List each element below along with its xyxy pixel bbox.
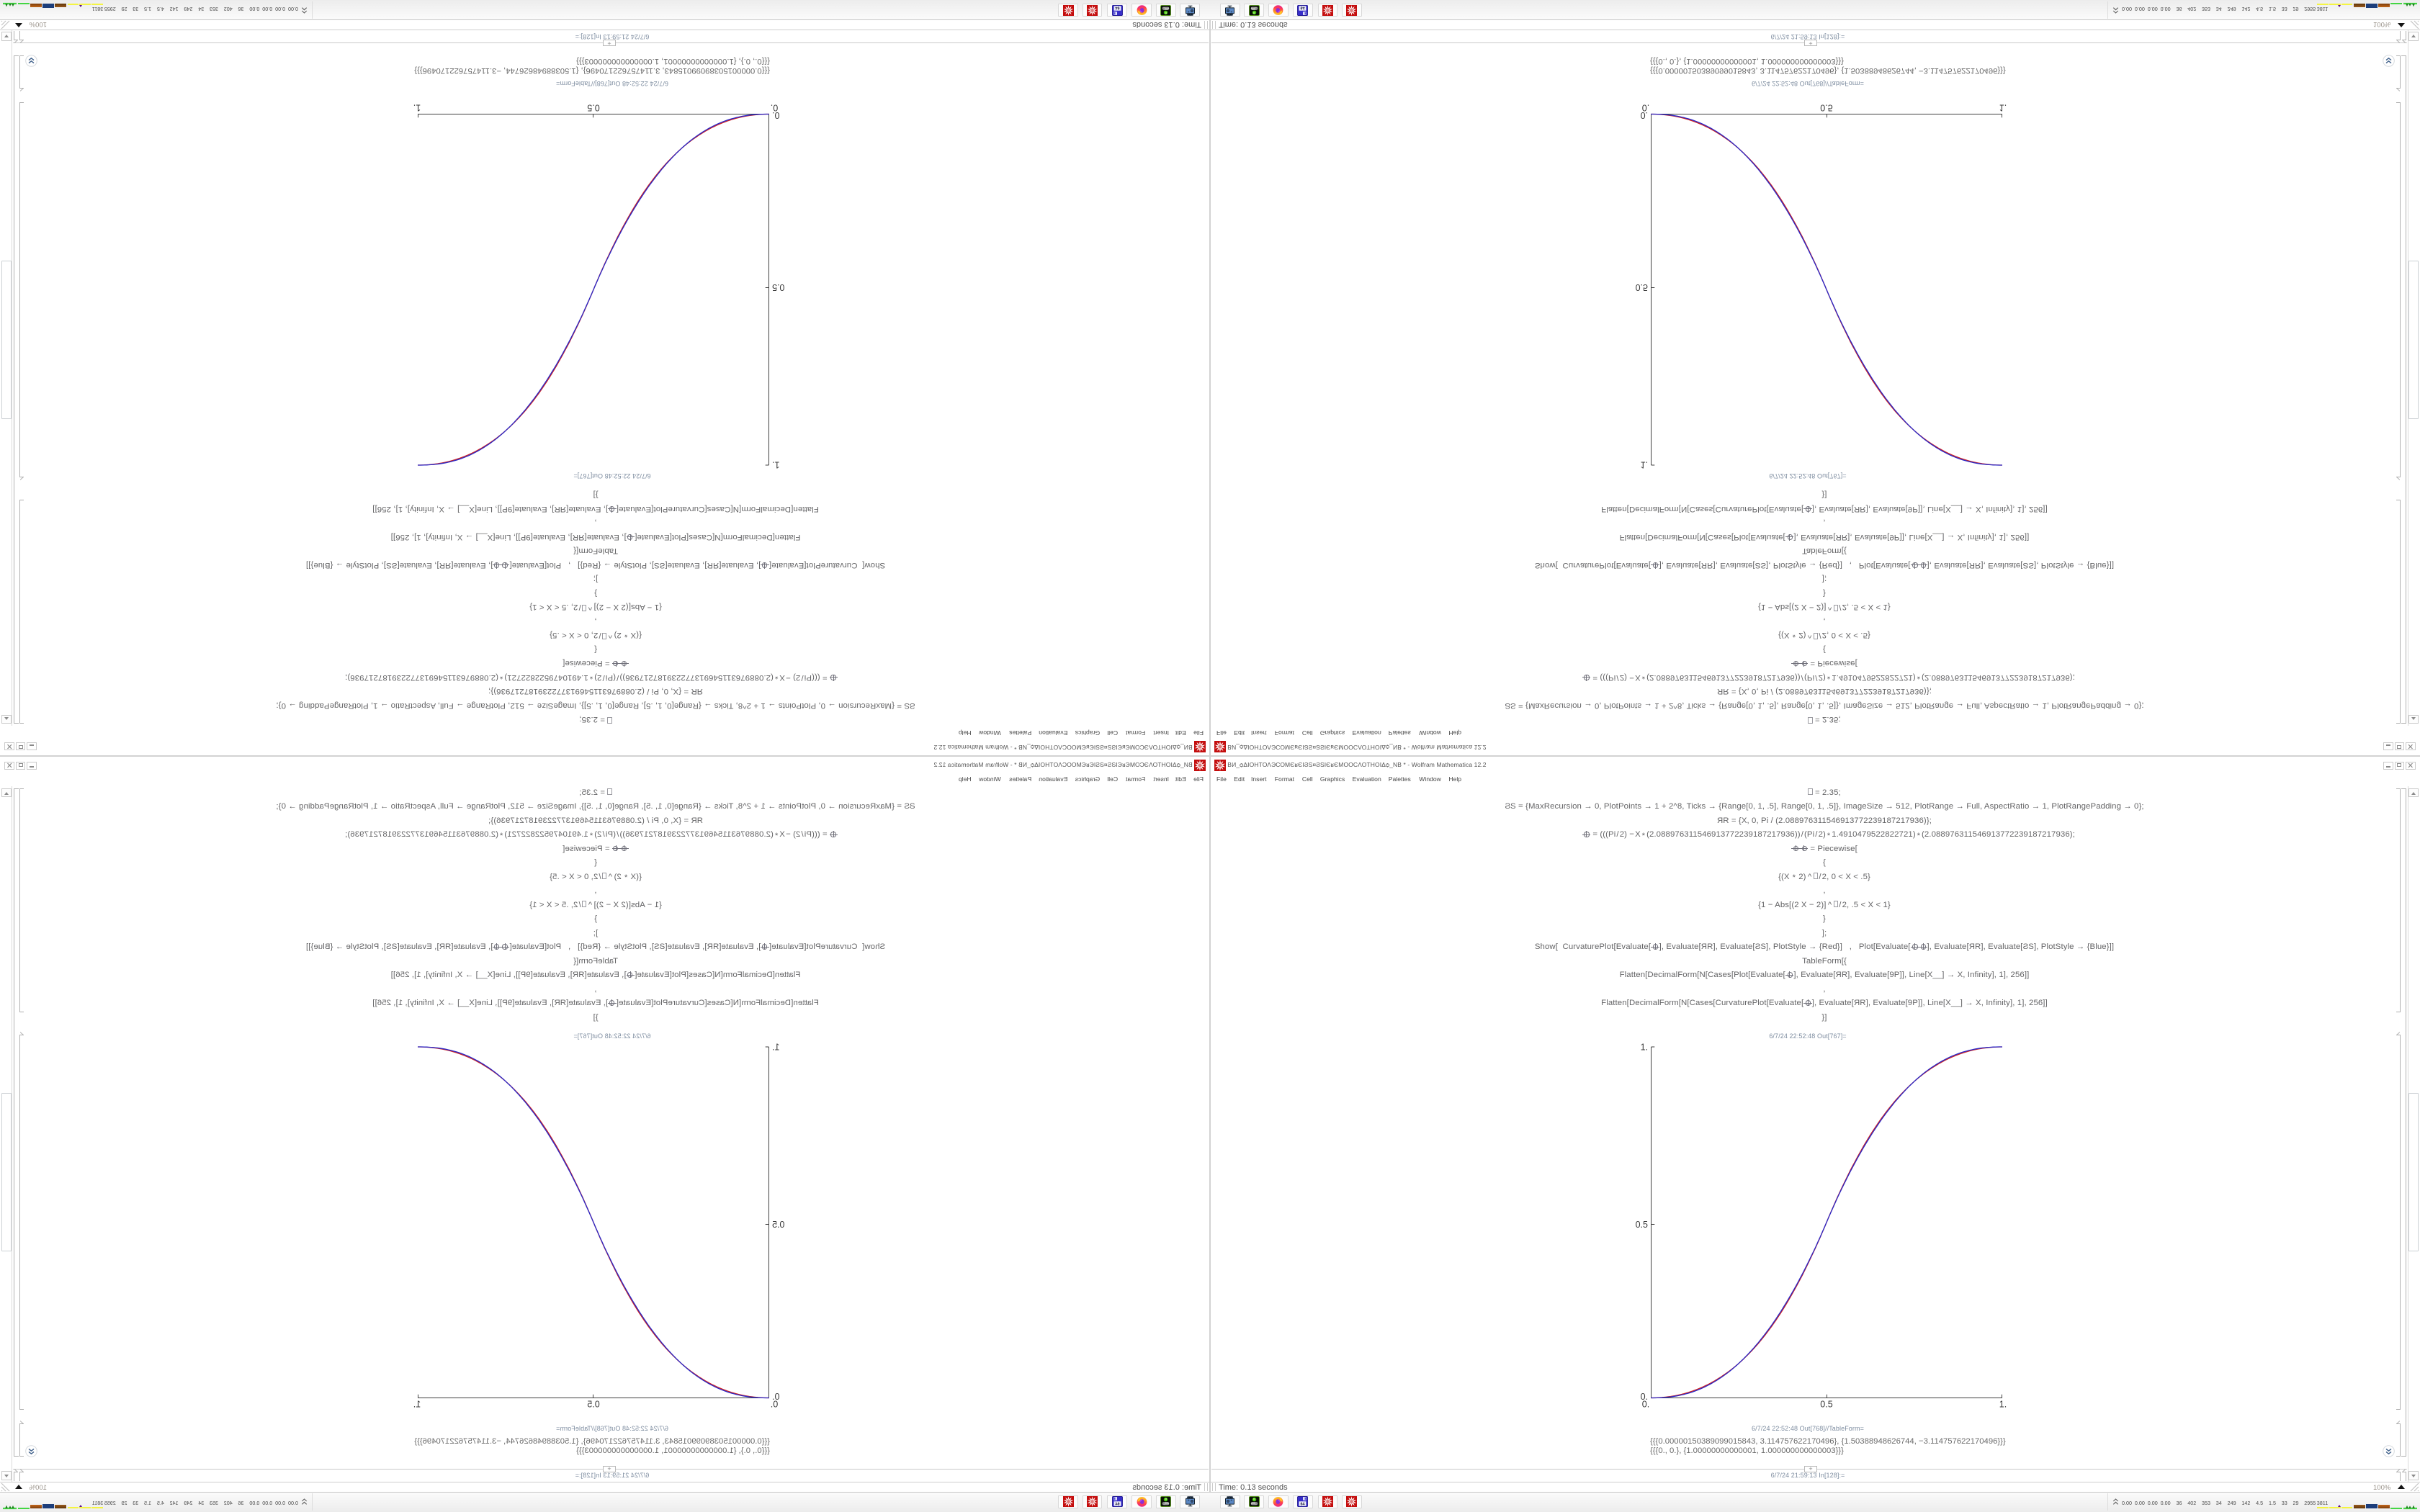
svg-text:0.: 0.	[771, 103, 778, 113]
svg-text:0.: 0.	[1642, 103, 1649, 113]
svg-text:0.: 0.	[1641, 1392, 1648, 1402]
svg-text:0.: 0.	[772, 1392, 779, 1402]
svg-text:1.: 1.	[1641, 460, 1648, 470]
svg-text:0.5: 0.5	[1636, 282, 1648, 292]
svg-text:0.5: 0.5	[587, 1400, 599, 1410]
svg-text:0.: 0.	[1641, 110, 1648, 120]
svg-text:1.: 1.	[1641, 1043, 1648, 1053]
svg-text:64: 64	[1115, 5, 1119, 9]
svg-text:0.5: 0.5	[1820, 1400, 1832, 1410]
svg-text:0.5: 0.5	[772, 282, 784, 292]
svg-text:0.5: 0.5	[772, 1220, 784, 1230]
svg-text:64: 64	[1301, 5, 1305, 9]
svg-text:0.5: 0.5	[587, 103, 599, 113]
svg-text:0.5: 0.5	[1636, 1220, 1648, 1230]
svg-text:64: 64	[1301, 1503, 1305, 1507]
svg-text:1.: 1.	[772, 1043, 779, 1053]
svg-text:64: 64	[1115, 1503, 1119, 1507]
svg-text:1.: 1.	[413, 1400, 421, 1410]
svg-text:0.: 0.	[1642, 1400, 1649, 1410]
svg-text:1.: 1.	[1999, 103, 2007, 113]
svg-text:1.: 1.	[413, 103, 421, 113]
svg-text:0.5: 0.5	[1820, 103, 1832, 113]
svg-text:0.: 0.	[772, 110, 779, 120]
svg-text:1.: 1.	[772, 460, 779, 470]
svg-text:1.: 1.	[1999, 1400, 2007, 1410]
svg-text:0.: 0.	[771, 1400, 778, 1410]
